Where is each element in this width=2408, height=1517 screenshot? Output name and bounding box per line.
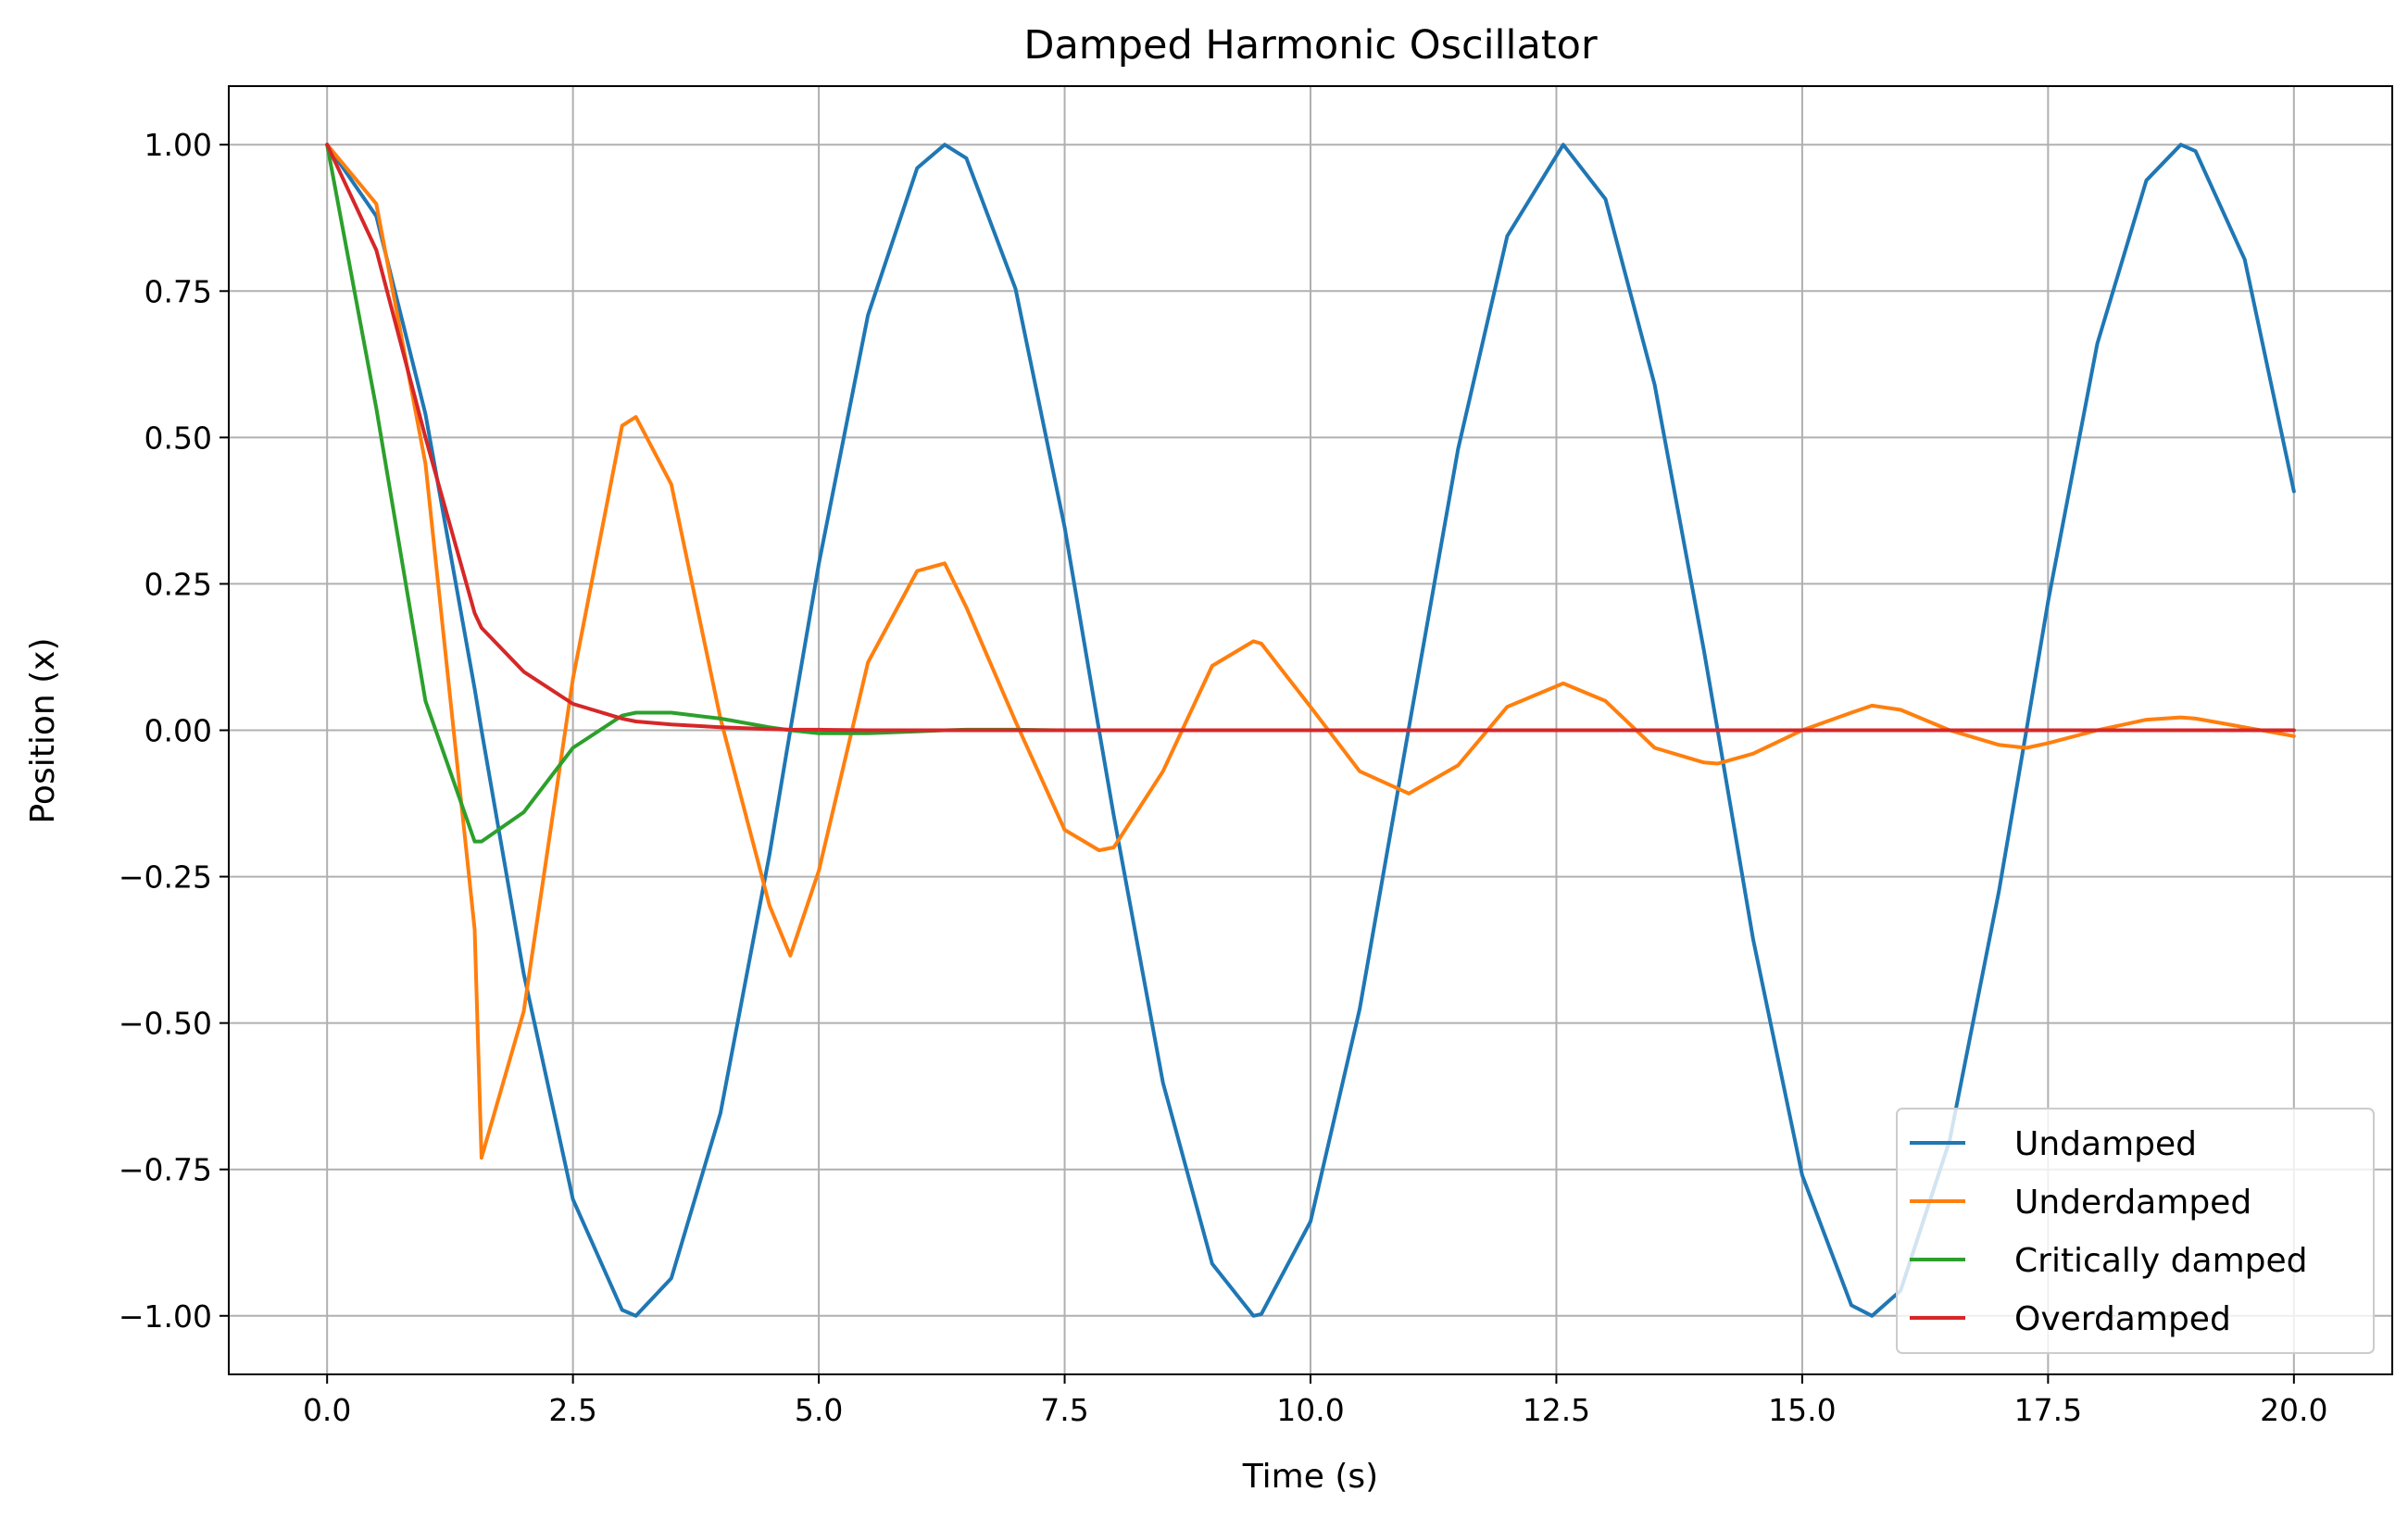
x-tick-label: 7.5: [1040, 1392, 1088, 1428]
y-ticks: 1.00 0.75 0.50 0.25 0.00 −0.25 −0.50 −0.75 −1.00: [119, 127, 229, 1335]
y-tick-label: 0.50: [144, 420, 212, 456]
legend-label: Overdamped: [2014, 1300, 2231, 1338]
x-tick-label: 17.5: [2014, 1392, 2082, 1428]
chart-title: Damped Harmonic Oscillator: [1023, 22, 1598, 69]
y-tick-label: 0.25: [144, 566, 212, 602]
legend-label: Underdamped: [2014, 1184, 2251, 1222]
y-axis-label: Position (x): [24, 637, 62, 823]
x-tick-label: 12.5: [1523, 1392, 1590, 1428]
series-line-underdamped: [325, 143, 2296, 1160]
y-tick-label: −0.25: [119, 859, 212, 896]
y-tick-label: 0.00: [144, 713, 212, 749]
series-line-overdamped: [325, 143, 2296, 733]
x-tick-label: 20.0: [2260, 1392, 2327, 1428]
series-line-undamped: [325, 143, 2296, 1318]
series-layer: [325, 143, 2296, 1318]
x-tick-label: 2.5: [548, 1392, 596, 1428]
y-tick-label: 1.00: [144, 127, 212, 163]
legend: Undamped Underdamped Critically damped Over…: [1896, 1108, 2375, 1354]
y-tick-label: −0.50: [119, 1006, 212, 1042]
legend-frame: [1896, 1108, 2375, 1354]
x-tick-label: 5.0: [795, 1392, 843, 1428]
x-tick-label: 10.0: [1276, 1392, 1344, 1428]
x-ticks: 0.0 2.5 5.0 7.5 10.0 12.5 15.0 17.5 20.0: [303, 1374, 2328, 1428]
x-axis-label: Time (s): [1242, 1458, 1378, 1496]
x-tick-label: 15.0: [1768, 1392, 1836, 1428]
legend-label: Undamped: [2014, 1125, 2197, 1163]
y-tick-label: −0.75: [119, 1152, 212, 1188]
y-tick-label: 0.75: [144, 273, 212, 309]
legend-label: Critically damped: [2014, 1242, 2308, 1280]
y-tick-label: −1.00: [119, 1298, 212, 1335]
x-tick-label: 0.0: [303, 1392, 351, 1428]
